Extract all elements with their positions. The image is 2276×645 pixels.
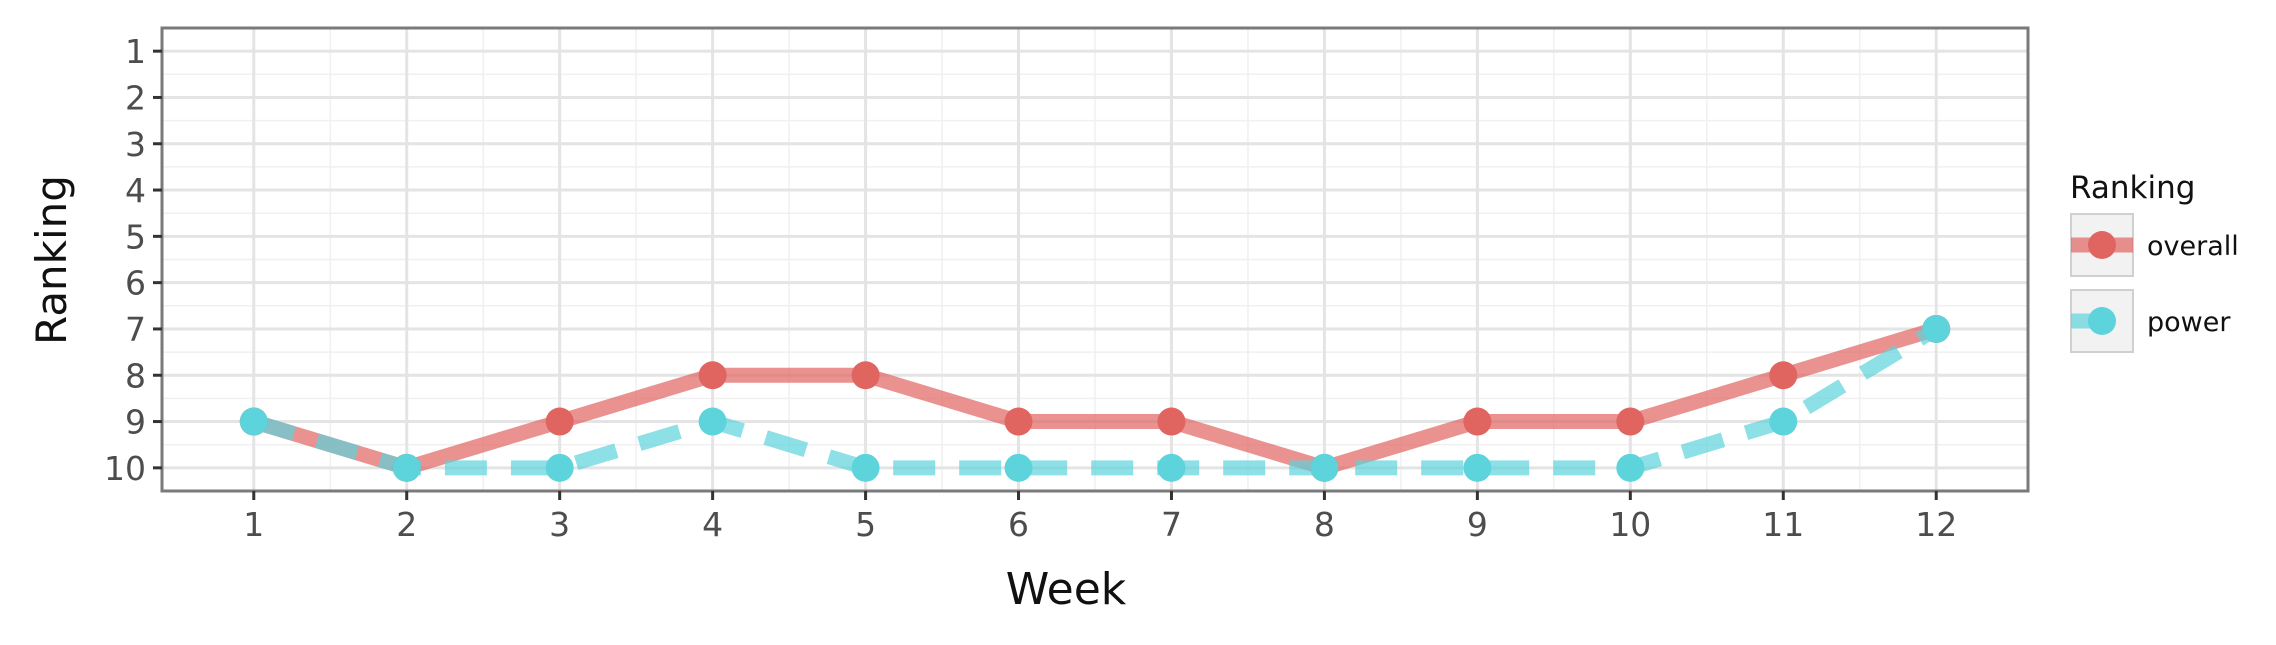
- data-point-overall: [1769, 361, 1798, 390]
- y-tick-label: 6: [125, 264, 146, 303]
- legend-key-point-power: [2088, 307, 2116, 335]
- data-point-overall: [1616, 407, 1645, 436]
- x-tick-label: 8: [1314, 505, 1335, 544]
- data-point-power: [1463, 453, 1492, 482]
- y-tick-label: 8: [125, 356, 146, 395]
- data-point-power: [1616, 453, 1645, 482]
- x-axis-label: Week: [1006, 564, 1127, 615]
- plot-border: [160, 26, 2030, 493]
- x-tick-label: 10: [1609, 505, 1651, 544]
- data-point-power: [545, 453, 574, 482]
- x-tick-label: 5: [855, 505, 876, 544]
- y-tick-label: 3: [125, 125, 146, 164]
- data-point-overall: [1157, 407, 1186, 436]
- x-tick-label: 7: [1161, 505, 1182, 544]
- x-tick-label: 2: [396, 505, 417, 544]
- legend-items: overall power: [2070, 213, 2239, 353]
- legend-label-power: power: [2147, 307, 2231, 338]
- x-tick-label: 12: [1915, 505, 1957, 544]
- data-point-power: [1004, 453, 1033, 482]
- legend: Ranking overall power: [2070, 170, 2239, 353]
- x-axis: 1 2 3 4 5 6 7 8 9 10 11 12: [243, 491, 1957, 544]
- data-point-power: [1157, 453, 1186, 482]
- y-tick-label: 2: [125, 78, 146, 117]
- data-point-overall: [545, 407, 574, 436]
- data-point-power: [1769, 407, 1798, 436]
- data-point-overall: [698, 361, 727, 390]
- x-tick-label: 1: [243, 505, 264, 544]
- data-point-overall: [1004, 407, 1033, 436]
- y-tick-label: 7: [125, 310, 146, 349]
- x-tick-label: 9: [1467, 505, 1488, 544]
- legend-label-overall: overall: [2147, 231, 2239, 262]
- data-point-overall: [851, 361, 880, 390]
- series-line-overall: [251, 321, 1939, 476]
- y-tick-label: 10: [104, 449, 146, 488]
- data-point-power: [1310, 453, 1339, 482]
- series-line-power: [251, 322, 1941, 476]
- x-tick-label: 4: [702, 505, 723, 544]
- point-layer: [239, 314, 1951, 482]
- data-point-power: [698, 407, 727, 436]
- y-axis-label: Ranking: [27, 175, 76, 345]
- data-point-power: [239, 407, 268, 436]
- series-layer: [251, 321, 1941, 476]
- x-tick-label: 6: [1008, 505, 1029, 544]
- data-point-power: [392, 453, 421, 482]
- y-tick-label: 9: [125, 403, 146, 442]
- x-tick-label: 11: [1762, 505, 1804, 544]
- data-point-power: [851, 453, 880, 482]
- y-tick-label: 1: [125, 32, 146, 71]
- data-point-overall: [1463, 407, 1492, 436]
- y-tick-label: 5: [125, 217, 146, 256]
- y-axis: 1 2 3 4 5 6 7 8 9 10: [104, 32, 162, 488]
- x-tick-label: 3: [549, 505, 570, 544]
- y-tick-label: 4: [125, 171, 146, 210]
- legend-title: Ranking: [2070, 170, 2195, 206]
- legend-key-point-overall: [2088, 231, 2116, 259]
- data-point-power: [1922, 314, 1951, 343]
